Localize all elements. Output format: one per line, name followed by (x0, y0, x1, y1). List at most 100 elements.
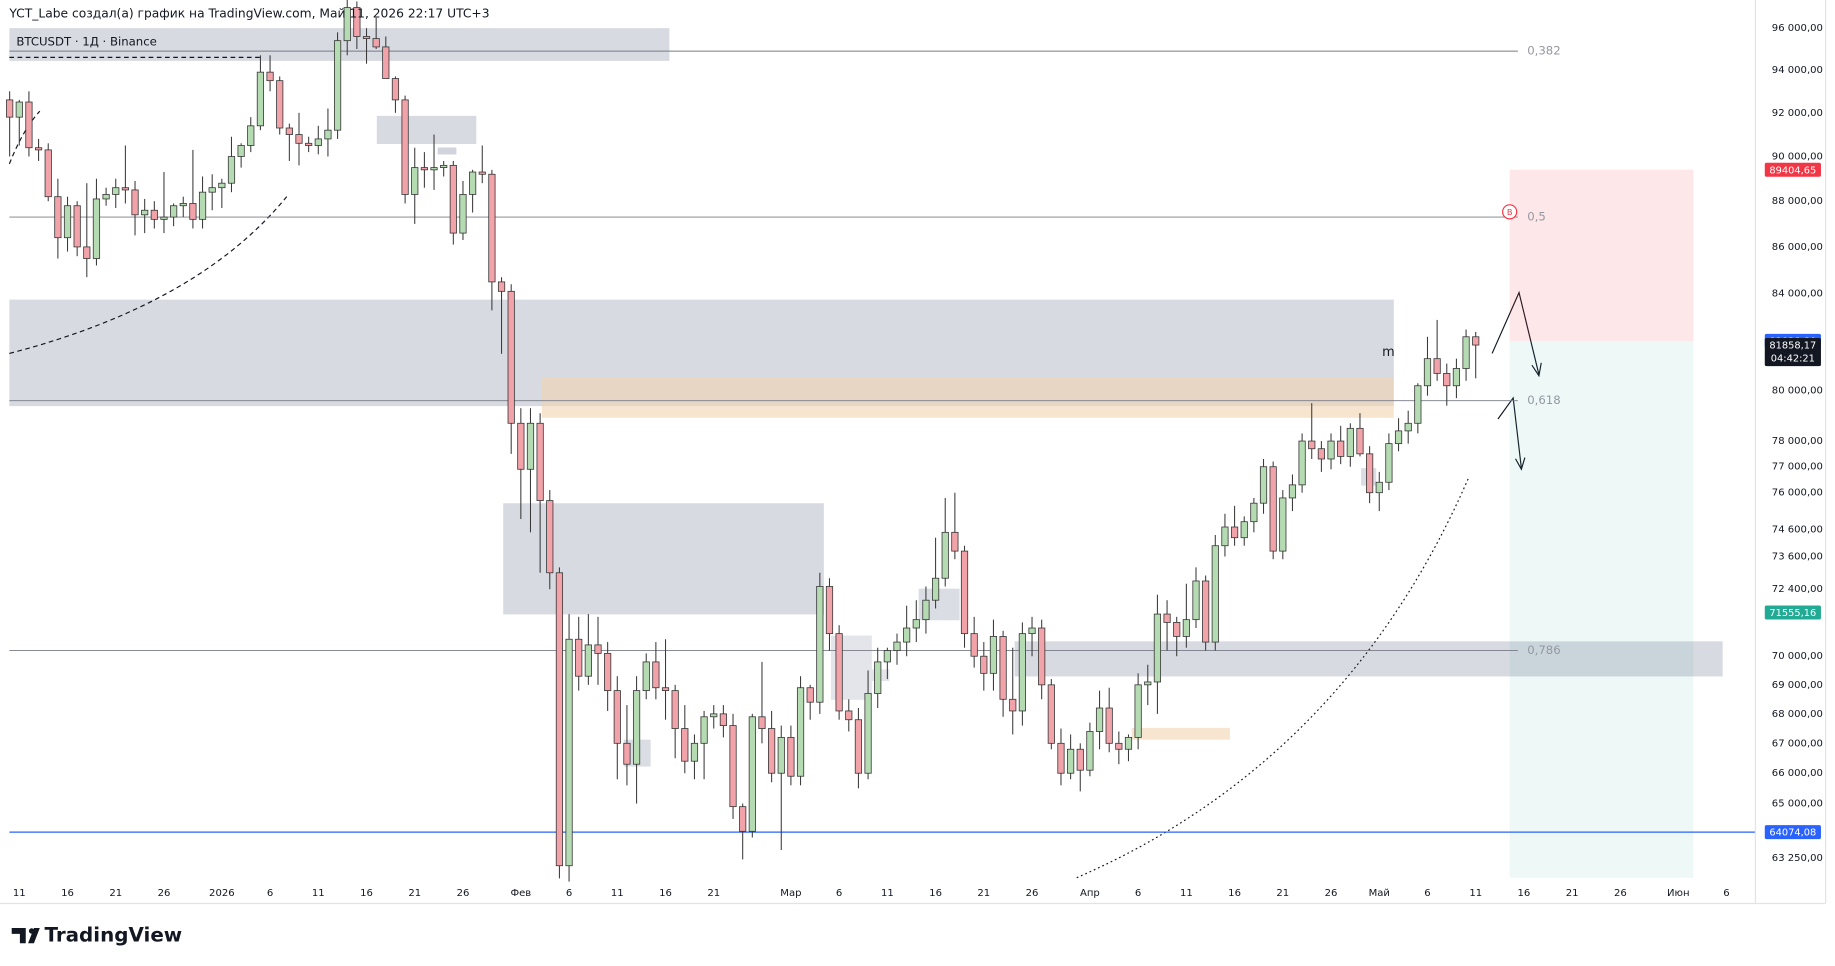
candle-body (488, 173, 496, 283)
candle-body (1452, 368, 1461, 387)
zone (437, 147, 457, 155)
candle-body (739, 806, 747, 832)
candle-body (63, 205, 72, 239)
candle-body (613, 690, 621, 744)
x-tick-label: 16 (360, 888, 373, 899)
candle-body (1317, 448, 1325, 460)
candle-body (102, 194, 110, 200)
candle-body (951, 531, 959, 552)
y-tick-label: 77 000,00 (1772, 462, 1823, 473)
candle-body (150, 209, 158, 220)
candle-body (584, 644, 592, 677)
y-tick-label: 76 000,00 (1772, 488, 1823, 499)
y-tick-label: 90 000,00 (1772, 152, 1823, 163)
candle-body (1375, 481, 1383, 494)
candle-body (748, 716, 756, 832)
y-tick-label: 86 000,00 (1772, 242, 1823, 253)
candle-body (34, 147, 43, 151)
y-tick-label: 80 000,00 (1772, 386, 1823, 397)
y-tick-label: 73 600,00 (1772, 552, 1823, 563)
x-tick-label: 26 (1325, 888, 1338, 899)
target-zone (1509, 340, 1694, 878)
target-label: 71555,16 (1769, 608, 1816, 619)
candle-body (353, 7, 361, 37)
y-tick-label: 74 600,00 (1772, 525, 1823, 536)
logo-icon (28, 928, 35, 934)
candle-body (1443, 372, 1451, 387)
y-tick-label: 96 000,00 (1772, 23, 1823, 34)
line-label: 64074,08 (1769, 828, 1816, 839)
candle-body (1366, 453, 1374, 494)
candle-body (1230, 526, 1239, 539)
candle-body (1076, 748, 1084, 771)
candle-body (343, 7, 351, 42)
candle-body (141, 209, 149, 216)
candle-body (121, 187, 129, 191)
candle-body (324, 129, 332, 140)
candle-body (1423, 358, 1432, 387)
candle-body (1404, 422, 1412, 432)
candle-body (989, 636, 998, 674)
candle-body (1288, 484, 1297, 499)
countdown: 04:42:21 (1771, 354, 1815, 365)
candle-body (546, 500, 554, 574)
candle-body (1346, 427, 1354, 457)
candle-body (922, 599, 930, 621)
candle-body (1385, 443, 1393, 483)
candle-body (256, 71, 265, 127)
x-tick-label: 11 (312, 888, 325, 899)
candle-body (700, 716, 708, 744)
candle-body (1240, 521, 1248, 539)
candle-body (478, 171, 486, 175)
candle-body (189, 203, 197, 220)
candle-body (1259, 466, 1268, 504)
candle-body (362, 36, 371, 39)
candle-body (1047, 684, 1055, 744)
candle-body (382, 46, 390, 79)
x-tick-label: 16 (61, 888, 74, 899)
candle-body (1308, 440, 1316, 450)
x-tick-label: 11 (1180, 888, 1193, 899)
dashed-curve (8, 110, 41, 165)
zone (1131, 727, 1230, 740)
candle-body (1298, 440, 1306, 486)
x-tick-label: 6 (267, 888, 273, 899)
candle-body (903, 627, 911, 643)
candle-body (1182, 619, 1190, 637)
y-tick-label: 92 000,00 (1772, 108, 1823, 119)
candle-body (777, 736, 785, 774)
y-tick-label: 66 000,00 (1772, 768, 1823, 779)
candle-body (440, 164, 448, 169)
candle-body (218, 182, 226, 189)
candle-body (131, 189, 139, 216)
candle-body (1163, 613, 1171, 623)
candle-body (1086, 731, 1094, 771)
line-label-box (1764, 825, 1821, 840)
candle-body (305, 142, 313, 146)
candle-body (1134, 684, 1142, 738)
logo: TradingView (11, 924, 182, 947)
candle-body (787, 736, 795, 777)
candle-body (314, 138, 322, 146)
candle-body (661, 687, 670, 692)
candle-body (469, 171, 477, 195)
fib-label: 0,786 (1527, 643, 1560, 657)
candle-body (768, 728, 776, 774)
candle-body (719, 713, 727, 727)
candle-body (1153, 613, 1162, 683)
candle-body (266, 71, 274, 82)
dotted-curve (1076, 477, 1470, 879)
brand: TradingView (44, 924, 182, 947)
candle-body (652, 661, 660, 689)
candle-body (459, 194, 467, 234)
candle-body (816, 586, 824, 703)
zone (1014, 641, 1723, 677)
stop-label: 89404,65 (1769, 165, 1816, 176)
candle-body (1472, 336, 1480, 346)
annotation: m (1382, 345, 1395, 360)
y-tick-label: 67 000,00 (1772, 738, 1823, 749)
candle-body (526, 422, 535, 470)
candle-body (411, 167, 419, 195)
candle-body (44, 149, 52, 198)
candle-body (575, 638, 583, 677)
